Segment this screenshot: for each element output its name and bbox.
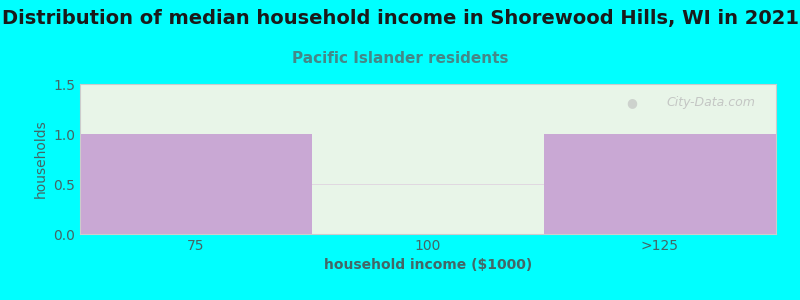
X-axis label: household income ($1000): household income ($1000) — [324, 258, 532, 272]
Y-axis label: households: households — [34, 120, 47, 198]
Bar — [544, 134, 776, 234]
Text: Pacific Islander residents: Pacific Islander residents — [292, 51, 508, 66]
Bar — [80, 134, 312, 234]
Text: City-Data.com: City-Data.com — [666, 96, 755, 109]
Text: Distribution of median household income in Shorewood Hills, WI in 2021: Distribution of median household income … — [2, 9, 798, 28]
Text: ●: ● — [626, 96, 637, 109]
